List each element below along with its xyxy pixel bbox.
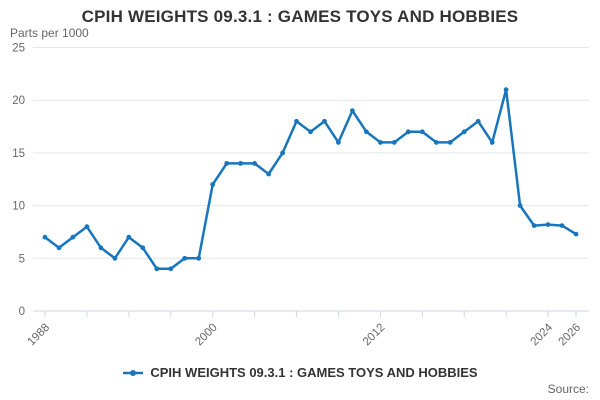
data-point-marker <box>224 161 230 166</box>
data-point-marker <box>322 118 327 124</box>
data-point-marker <box>405 129 411 135</box>
x-tick-label: 2026 <box>557 322 584 349</box>
y-tick-label: 0 <box>19 306 25 318</box>
data-point-marker <box>461 129 467 135</box>
data-point-marker <box>294 118 299 124</box>
legend: CPIH WEIGHTS 09.3.1 : GAMES TOYS AND HOB… <box>0 365 600 380</box>
data-point-marker <box>419 129 425 135</box>
data-point-marker <box>126 234 132 240</box>
data-point-marker <box>475 118 481 124</box>
data-point-marker <box>154 266 160 272</box>
y-tick-label: 5 <box>19 253 25 265</box>
chart-title: CPIH WEIGHTS 09.3.1 : GAMES TOYS AND HOB… <box>81 7 519 26</box>
source-label: Source: <box>547 382 589 396</box>
data-point-marker <box>168 266 174 272</box>
data-point-marker <box>545 222 551 228</box>
data-point-marker <box>503 87 509 93</box>
data-point-marker <box>252 161 257 166</box>
series-line <box>43 88 578 271</box>
data-point-marker <box>238 161 244 166</box>
data-point-marker <box>336 140 341 145</box>
data-point-marker <box>447 140 453 145</box>
data-point-marker <box>210 182 216 187</box>
data-point-marker <box>56 245 62 251</box>
data-point-marker <box>433 140 439 145</box>
plot-svg: 0 5 10 15 20 25 1988 2000 2012 2024 2026 <box>12 43 589 349</box>
data-point-marker <box>391 140 397 145</box>
data-point-marker <box>280 150 285 156</box>
data-point-marker <box>559 223 565 229</box>
y-tick-label: 10 <box>12 201 25 213</box>
data-point-marker <box>531 223 537 229</box>
data-point-marker <box>140 245 146 251</box>
data-point-marker <box>364 129 369 135</box>
y-tick-label: 20 <box>12 95 25 107</box>
data-point-marker <box>70 234 76 240</box>
legend-line-marker-icon <box>123 369 144 376</box>
x-tick-label: 2012 <box>361 322 388 349</box>
data-point-marker <box>308 129 313 135</box>
y-axis-title: Parts per 1000 <box>10 26 89 40</box>
data-point-marker <box>266 171 271 177</box>
y-tick-label: 15 <box>12 148 25 160</box>
legend-label: CPIH WEIGHTS 09.3.1 : GAMES TOYS AND HOB… <box>150 365 478 380</box>
data-point-marker <box>489 140 495 145</box>
x-tick-label: 2024 <box>529 321 556 348</box>
data-point-marker <box>84 224 90 230</box>
data-point-marker <box>573 231 579 237</box>
legend-item[interactable]: CPIH WEIGHTS 09.3.1 : GAMES TOYS AND HOB… <box>122 365 478 380</box>
data-point-marker <box>98 245 104 251</box>
data-point-marker <box>112 255 118 261</box>
data-point-marker <box>350 108 355 114</box>
x-tick-label: 1988 <box>26 322 53 349</box>
data-point-marker <box>517 203 523 209</box>
data-point-marker <box>378 140 383 145</box>
y-tick-label: 25 <box>12 43 25 55</box>
data-point-marker <box>42 234 48 240</box>
data-point-marker <box>196 255 202 261</box>
x-tick-label: 2000 <box>193 322 220 349</box>
data-point-marker <box>182 255 188 261</box>
